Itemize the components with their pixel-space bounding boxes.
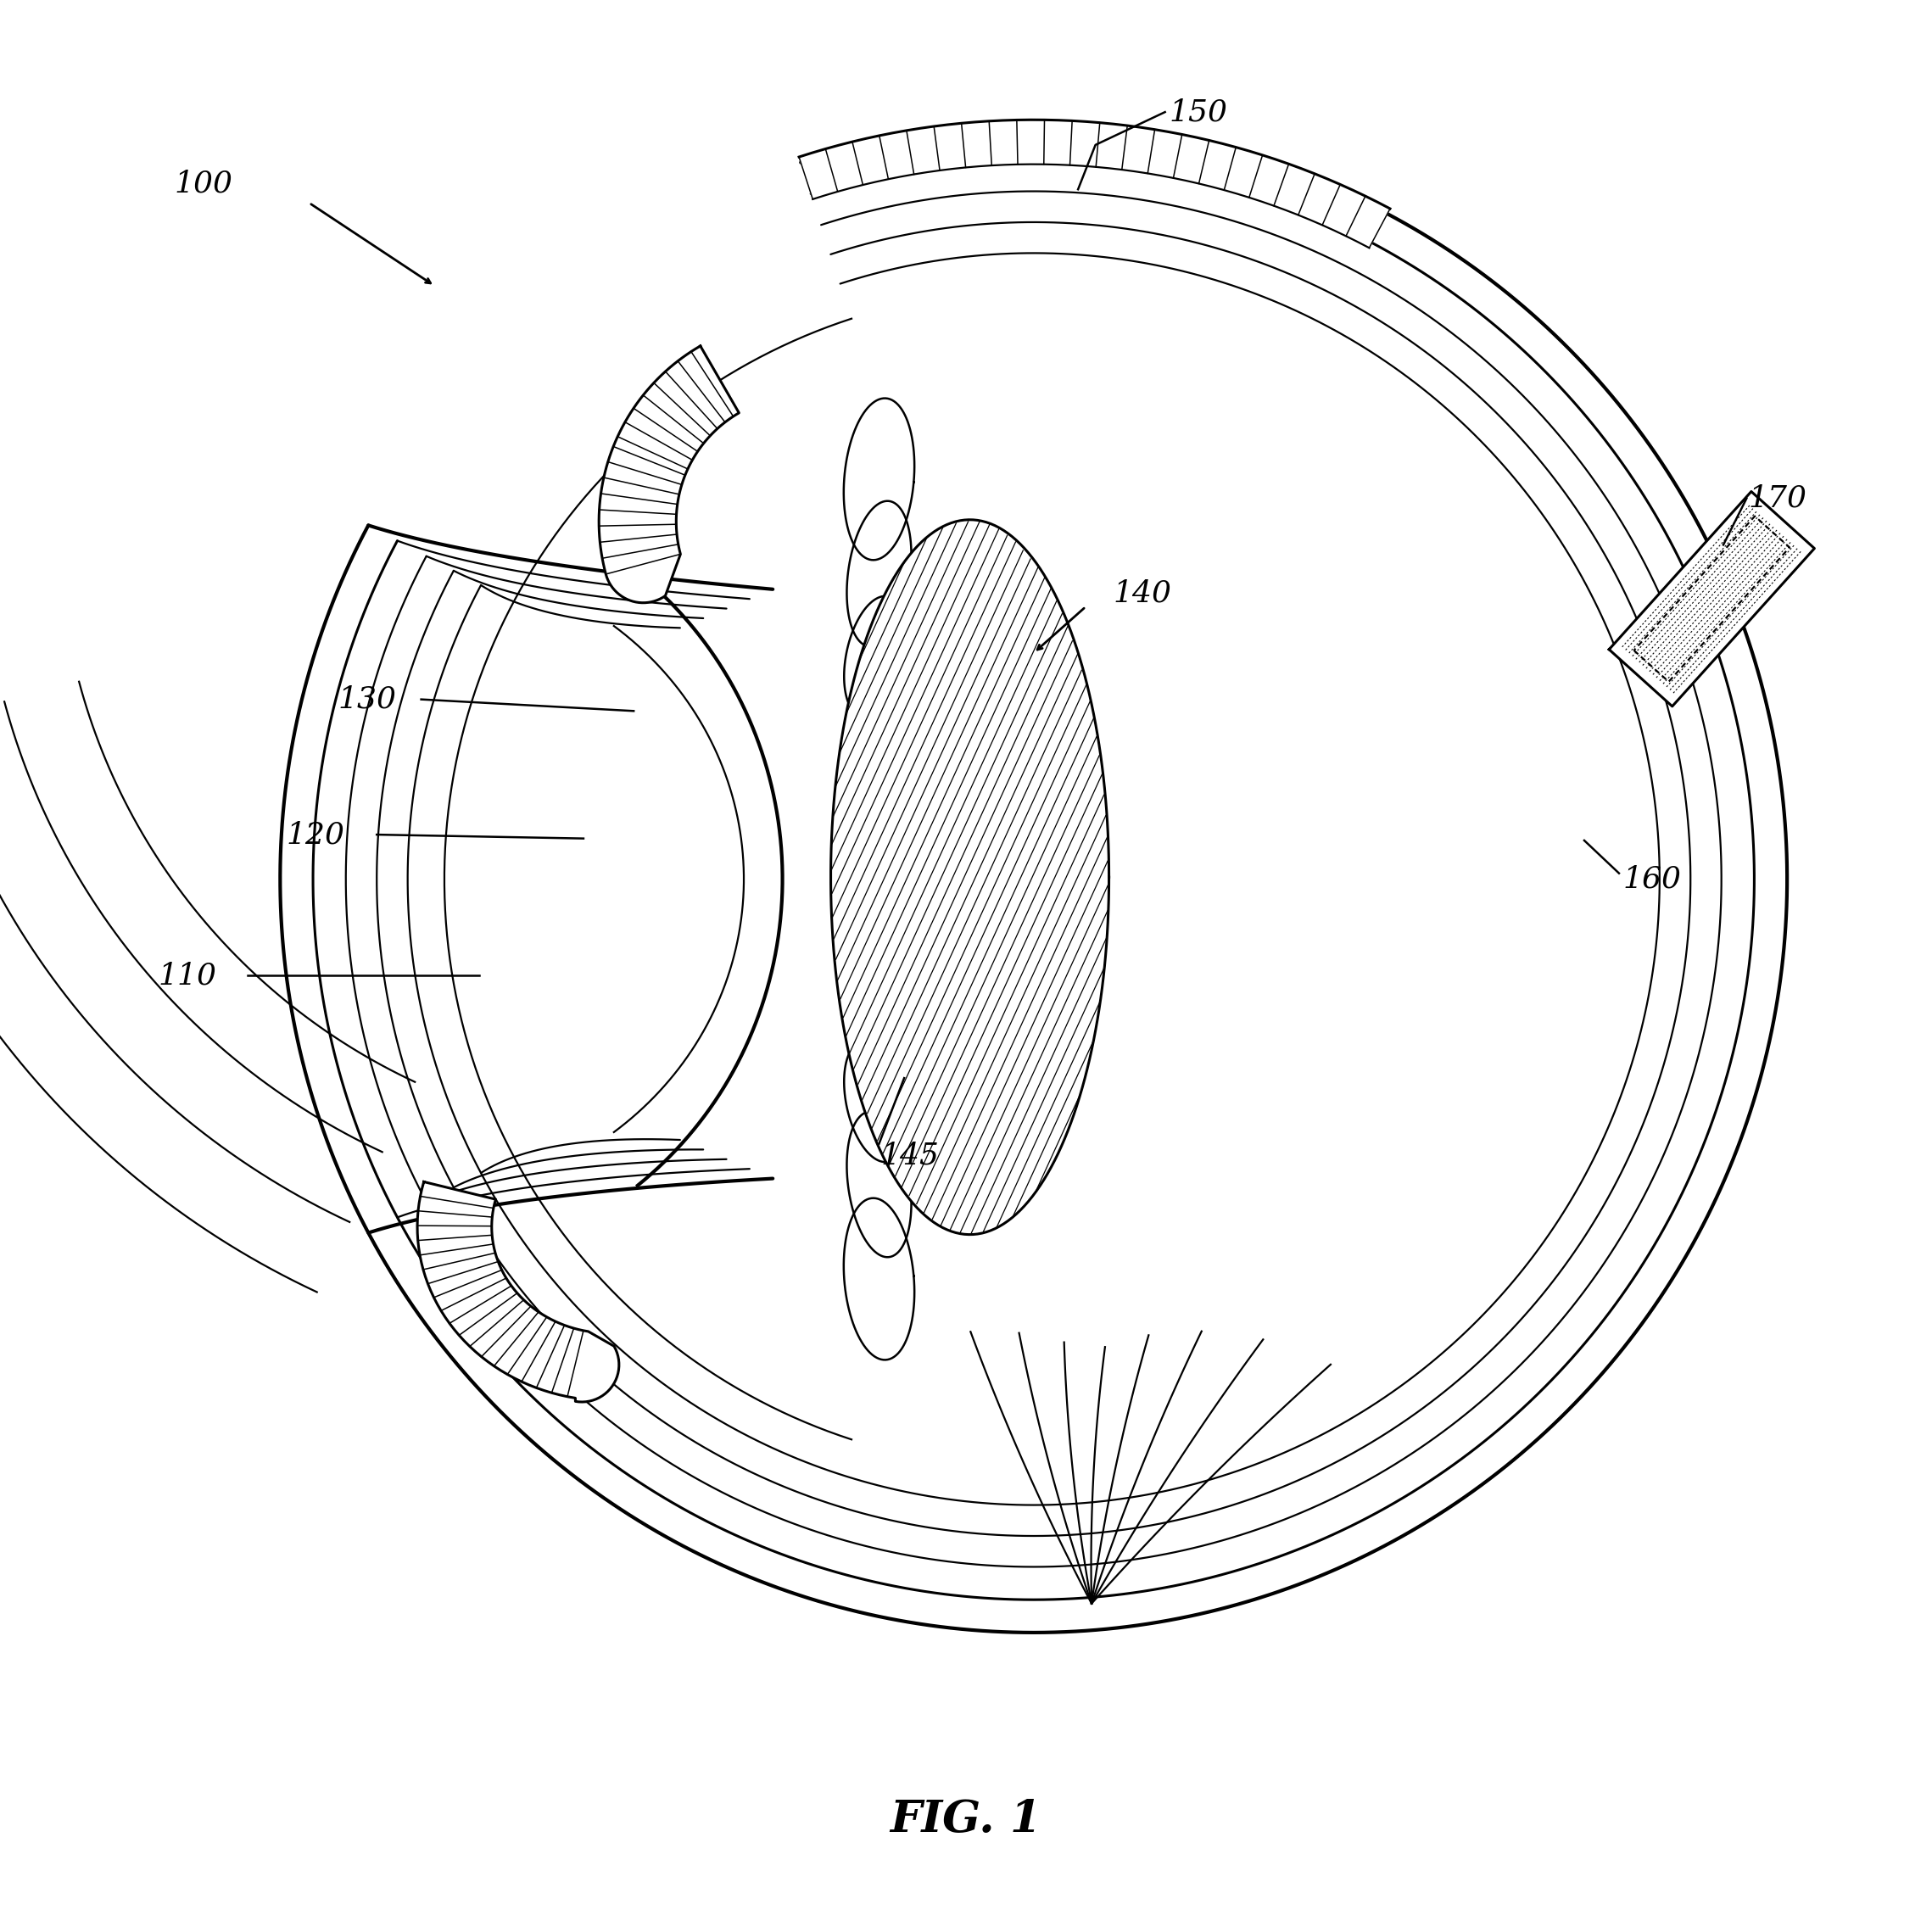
Polygon shape (831, 520, 1109, 1235)
Text: 130: 130 (338, 686, 396, 713)
Text: 160: 160 (1623, 866, 1681, 893)
Polygon shape (844, 1198, 914, 1360)
Text: 100: 100 (174, 170, 232, 197)
Polygon shape (599, 346, 738, 603)
Text: 145: 145 (881, 1142, 939, 1169)
Polygon shape (846, 1111, 912, 1258)
Polygon shape (844, 1041, 906, 1161)
Polygon shape (844, 398, 914, 560)
Polygon shape (846, 500, 912, 647)
Polygon shape (417, 1182, 618, 1403)
Text: 140: 140 (1113, 580, 1171, 607)
Polygon shape (800, 120, 1391, 247)
Polygon shape (1609, 491, 1814, 707)
Text: 120: 120 (286, 821, 344, 848)
Polygon shape (844, 597, 906, 717)
Text: 170: 170 (1748, 485, 1806, 512)
Text: 110: 110 (158, 962, 216, 989)
Text: FIG. 1: FIG. 1 (891, 1799, 1041, 1841)
Text: 150: 150 (1169, 99, 1227, 126)
